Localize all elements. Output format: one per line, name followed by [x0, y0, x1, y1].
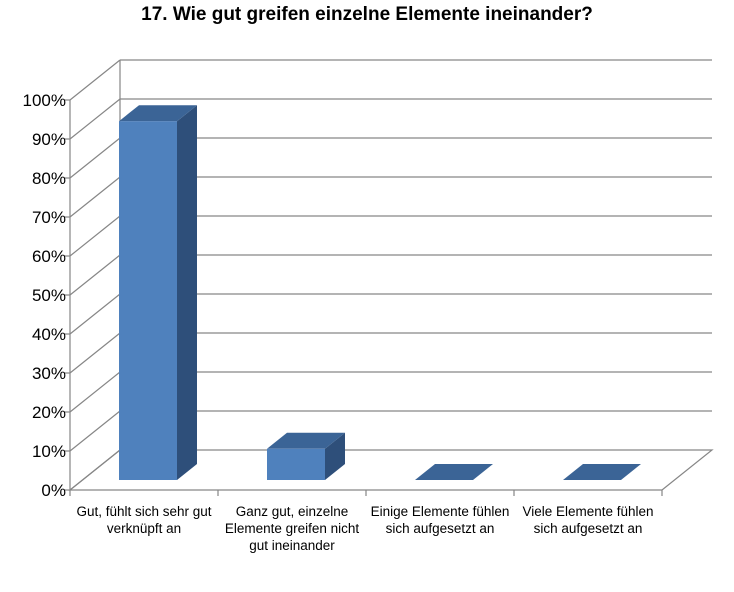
y-tick-label: 20%: [32, 403, 66, 422]
y-tick-label: 50%: [32, 286, 66, 305]
x-category-label: Einige Elemente fühlen sich aufgesetzt a…: [370, 504, 510, 536]
bar-front: [267, 448, 325, 480]
y-tick-label: 60%: [32, 247, 66, 266]
side-wall-gridline: [69, 98, 121, 140]
chart-title: 17. Wie gut greifen einzelne Elemente in…: [141, 4, 593, 25]
bar-top: [415, 464, 493, 480]
bar: [563, 464, 641, 480]
side-wall-gridline: [69, 137, 121, 179]
side-wall-gridline: [69, 59, 121, 101]
side-wall-gridline: [69, 332, 121, 374]
bar: [267, 432, 345, 480]
side-wall-gridline: [69, 449, 121, 491]
y-tick-label: 30%: [32, 364, 66, 383]
y-tick-label: 0%: [41, 481, 66, 500]
side-wall-gridline: [69, 410, 121, 452]
bar-side: [177, 105, 197, 480]
side-wall-gridline: [69, 254, 121, 296]
x-category-label: Viele Elemente fühlen sich aufgesetzt an: [522, 504, 654, 536]
y-tick-label: 70%: [32, 208, 66, 227]
side-wall-gridline: [69, 371, 121, 413]
bar-front: [119, 121, 177, 480]
y-tick-label: 100%: [23, 91, 66, 110]
x-category-label: Gut, fühlt sich sehr gut verknüpft an: [76, 504, 212, 536]
x-category-label: Ganz gut, einzelne Elemente greifen nich…: [224, 504, 360, 553]
bar: [119, 105, 197, 480]
side-wall-gridline: [69, 176, 121, 218]
bar-top: [267, 432, 345, 449]
side-wall-gridline: [69, 293, 121, 335]
bar-top: [563, 464, 641, 480]
bar-top: [119, 105, 197, 122]
side-wall-gridline: [69, 215, 121, 257]
bar: [415, 464, 493, 480]
bar-side: [325, 432, 345, 480]
y-tick-label: 80%: [32, 169, 66, 188]
y-tick-label: 90%: [32, 130, 66, 149]
y-tick-label: 40%: [32, 325, 66, 344]
y-tick-label: 10%: [32, 442, 66, 461]
